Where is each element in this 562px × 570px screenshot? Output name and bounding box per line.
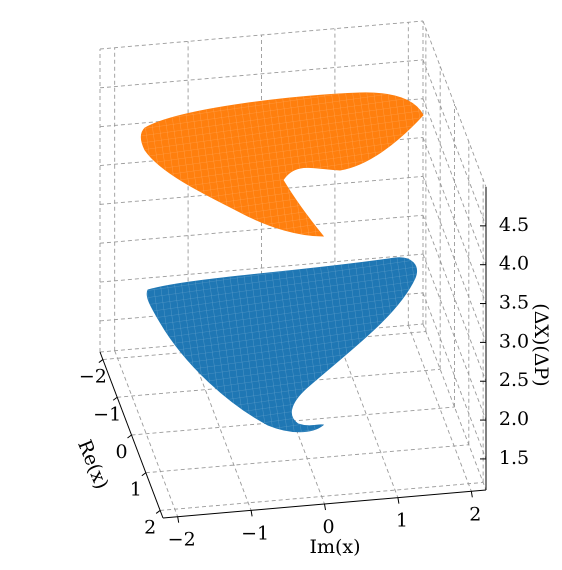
grid-line — [422, 253, 487, 421]
z-tick-label: 2.5 — [499, 369, 529, 391]
x-tick-label: 0 — [115, 441, 127, 463]
y-axis-label: Im(x) — [309, 536, 360, 558]
y-tick-label: 1 — [396, 510, 408, 532]
x-tick-label: −1 — [93, 403, 121, 425]
grid-line — [422, 176, 487, 343]
z-tick-label: 3.0 — [499, 330, 529, 352]
grid-line — [422, 59, 487, 227]
y-tick — [250, 510, 253, 517]
y-tick — [324, 503, 326, 511]
grid-line — [422, 98, 487, 265]
grid-line — [99, 59, 424, 89]
grid-line — [99, 253, 424, 283]
z-tick-label: 2.0 — [499, 408, 529, 430]
grid-line — [422, 292, 487, 460]
y-tick-label: −2 — [168, 529, 196, 551]
z-tick-label: 3.5 — [499, 292, 529, 314]
y-tick — [177, 516, 180, 523]
surface-mesh — [147, 257, 417, 432]
grid-line — [160, 482, 484, 511]
x-tick-label: 2 — [144, 516, 156, 538]
x-tick — [141, 472, 147, 477]
x-tick — [127, 434, 132, 439]
y-tick — [397, 497, 400, 504]
z-tick-label: 1.5 — [499, 447, 529, 469]
y-tick-label: 2 — [469, 503, 481, 525]
pane-edge — [422, 20, 487, 188]
grid-line — [99, 214, 424, 244]
grid-line — [145, 444, 469, 474]
x-tick — [155, 510, 161, 514]
grid-line — [422, 215, 487, 382]
pane-edge — [422, 323, 487, 491]
x-axis-label: Re(x) — [73, 437, 113, 493]
x-tick — [98, 359, 104, 363]
x-tick-label: −2 — [79, 366, 107, 388]
grid-line — [114, 350, 179, 517]
grid-line — [334, 331, 399, 498]
z-tick-label: 4.5 — [499, 214, 529, 236]
z-tick-label: 4.0 — [499, 253, 529, 275]
surface-mesh — [141, 92, 423, 236]
grid-line — [407, 325, 472, 492]
y-tick — [470, 491, 473, 498]
x-tick-label: 1 — [130, 479, 142, 501]
x-tick — [112, 396, 118, 401]
y-tick-label: −1 — [241, 522, 269, 544]
grid-line — [422, 137, 487, 304]
y-tick-label: 0 — [322, 516, 334, 538]
z-axis-label: (ΔX)(ΔP) — [530, 303, 552, 386]
